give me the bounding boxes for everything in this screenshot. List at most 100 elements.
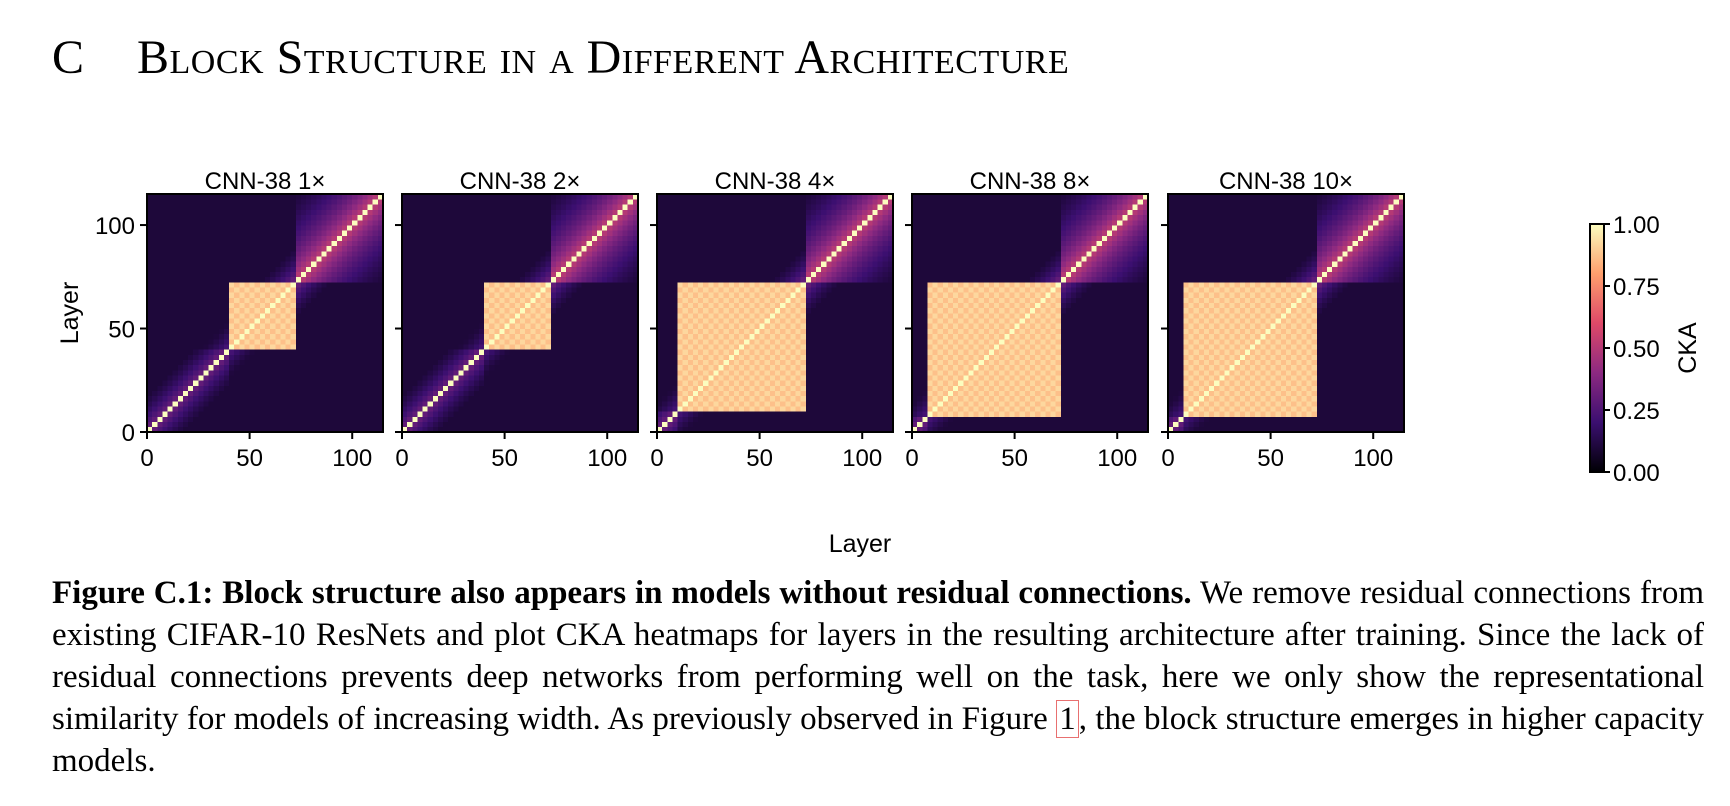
heatmap-cell [152,307,158,314]
heatmap-cell [622,400,629,407]
heatmap-cell [484,214,490,221]
heatmap-cell [780,385,786,391]
heatmap-cell [494,411,500,417]
heatmap-cell [744,364,750,371]
heatmap-cell [321,375,327,381]
heatmap-cell [193,199,199,205]
heatmap-cell [667,349,673,355]
heatmap-cell [443,406,449,412]
heatmap-cell [152,271,158,278]
heatmap-cell [841,390,848,397]
heatmap-cell [208,385,215,391]
heatmap-cell [759,359,766,366]
heatmap-cell [769,416,776,423]
heatmap-cell [520,385,526,391]
heatmap-cell [494,375,500,381]
heatmap-cell [239,297,245,304]
heatmap-cell [437,421,444,428]
heatmap-cell [208,395,215,402]
heatmap-cell [800,416,807,423]
heatmap-cell [352,400,358,407]
heatmap-cell [157,230,163,236]
heatmap-cell [275,261,281,267]
heatmap-cell [372,359,379,366]
heatmap-cell [478,349,485,355]
heatmap-cell [352,307,358,314]
heatmap-cell [407,349,413,355]
heatmap-cell [596,287,603,293]
heatmap-cell [872,400,879,407]
heatmap-cell [468,219,475,226]
heatmap-cell [525,209,531,216]
heatmap-cell [484,318,490,324]
heatmap-cell [473,390,480,397]
heatmap-cell [478,281,485,288]
heatmap-cell [285,426,292,433]
heatmap-cell [188,194,194,200]
heatmap-cell [550,276,557,283]
heatmap-cell [509,411,516,417]
heatmap-cell [362,219,369,226]
heatmap-cell [545,266,552,272]
heatmap-cell [708,375,714,381]
heatmap-cell [448,256,454,262]
heatmap-cell [218,390,225,397]
heatmap-cell [545,235,552,241]
heatmap-cell [357,375,363,381]
heatmap-cell [882,426,889,433]
heatmap-cell [657,354,663,360]
heatmap-cell [463,307,470,314]
heatmap-cell [509,271,516,278]
heatmap-cell [478,421,485,428]
heatmap-cell [285,385,292,391]
heatmap-cell [244,421,251,428]
heatmap-cell [780,416,786,423]
heatmap-cell [494,307,500,314]
heatmap-cell [494,354,500,360]
heatmap-cell [147,416,153,423]
heatmap-cell [463,354,470,360]
heatmap-cell [157,256,163,262]
heatmap-cell [377,271,384,278]
heatmap-cell [540,281,547,288]
heatmap-cell [576,245,582,252]
heatmap-cell [458,338,464,345]
heatmap-cell [352,338,358,345]
heatmap-cell [347,271,353,278]
heatmap-cell [682,426,689,433]
heatmap-cell [177,219,184,226]
heatmap-cell [453,328,459,335]
heatmap-cell [473,292,480,298]
heatmap-cell [208,426,215,433]
heatmap-cell [530,375,536,381]
heatmap-cell [484,338,490,345]
heatmap-cell [780,411,786,417]
heatmap-cell [218,354,225,360]
heatmap-cell [182,400,189,407]
heatmap-cell [612,307,618,314]
heatmap-cell [504,328,511,335]
heatmap-cell [162,194,168,200]
heatmap-cell [167,395,174,402]
heatmap-cell [249,214,256,221]
heatmap-cell [504,385,511,391]
heatmap-cell [561,199,567,205]
heatmap-cell [372,302,379,309]
heatmap-cell [857,395,863,402]
heatmap-cell [177,338,184,345]
heatmap-cell [463,333,470,340]
heatmap-cell [223,375,230,381]
heatmap-cell [530,250,536,257]
heatmap-cell [362,395,369,402]
heatmap-cell [831,380,837,386]
heatmap-cell [218,400,225,407]
heatmap-cell [362,375,369,381]
heatmap-cell [607,219,613,226]
heatmap-cell [352,313,358,319]
heatmap-cell [851,411,858,417]
heatmap-cell [728,354,735,360]
heatmap-cell [708,385,714,391]
heatmap-cell [882,354,889,360]
heatmap-cell [816,406,822,412]
heatmap-cell [530,307,536,314]
